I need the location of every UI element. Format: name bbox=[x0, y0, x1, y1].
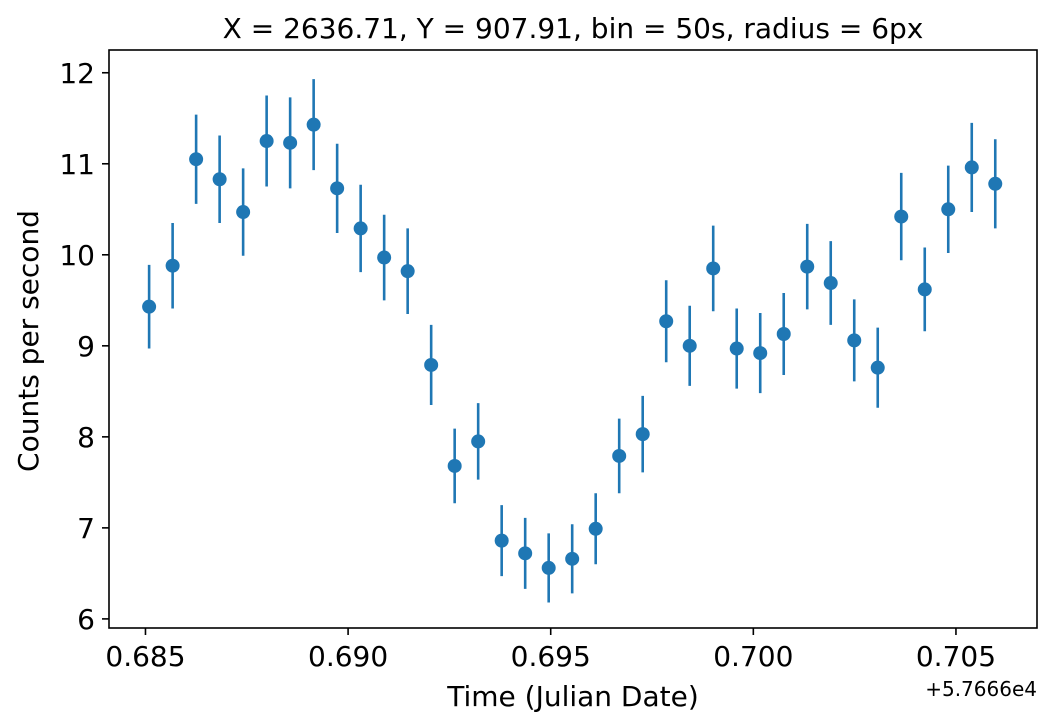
x-tick-label: 0.695 bbox=[511, 640, 591, 673]
x-tick-label: 0.700 bbox=[713, 640, 793, 673]
y-tick-label: 9 bbox=[77, 330, 95, 363]
data-point bbox=[283, 135, 298, 150]
data-point bbox=[142, 299, 157, 314]
y-tick-label: 8 bbox=[77, 421, 95, 454]
data-point bbox=[424, 357, 439, 372]
x-tick-label: 0.690 bbox=[308, 640, 388, 673]
data-point bbox=[353, 221, 368, 236]
y-tick-label: 10 bbox=[59, 239, 95, 272]
data-point bbox=[776, 326, 791, 341]
data-point bbox=[917, 282, 932, 297]
y-tick-label: 6 bbox=[77, 603, 95, 636]
data-point bbox=[706, 261, 721, 276]
data-point bbox=[236, 205, 251, 220]
error-bars bbox=[147, 79, 997, 603]
data-point bbox=[471, 434, 486, 449]
y-axis: 6 7 8 9 10 11 12 bbox=[59, 57, 109, 636]
data-point bbox=[612, 448, 627, 463]
x-tick-label: 0.705 bbox=[916, 640, 996, 673]
x-axis-label: Time (Julian Date) bbox=[446, 680, 699, 713]
data-point bbox=[659, 314, 674, 329]
chart-title: X = 2636.71, Y = 907.91, bin = 50s, radi… bbox=[223, 12, 924, 45]
y-tick-label: 7 bbox=[77, 512, 95, 545]
x-offset-label: +5.7666e4 bbox=[925, 677, 1037, 701]
data-point bbox=[894, 209, 909, 224]
data-point bbox=[870, 360, 885, 375]
data-points bbox=[142, 117, 1003, 575]
data-point bbox=[565, 551, 580, 566]
data-point bbox=[400, 264, 415, 279]
y-tick-label: 11 bbox=[59, 148, 95, 181]
data-point bbox=[800, 259, 815, 274]
data-point bbox=[494, 533, 509, 548]
data-point bbox=[306, 117, 321, 132]
data-point bbox=[588, 521, 603, 536]
data-point bbox=[541, 560, 556, 575]
data-point bbox=[212, 172, 227, 187]
data-point bbox=[753, 346, 768, 361]
data-point bbox=[377, 250, 392, 265]
plot-frame bbox=[108, 49, 1038, 629]
data-point bbox=[518, 546, 533, 561]
data-point bbox=[964, 160, 979, 175]
data-point bbox=[941, 202, 956, 217]
y-tick-label: 12 bbox=[59, 57, 95, 90]
data-point bbox=[682, 338, 697, 353]
data-point bbox=[259, 134, 274, 149]
plot-area bbox=[108, 49, 1038, 629]
data-point bbox=[635, 427, 650, 442]
data-point bbox=[330, 181, 345, 196]
x-axis: 0.685 0.690 0.695 0.700 0.705 bbox=[105, 628, 996, 673]
data-point bbox=[847, 333, 862, 348]
data-point bbox=[729, 341, 744, 356]
data-point bbox=[447, 458, 462, 473]
data-point bbox=[165, 258, 180, 273]
data-point bbox=[988, 176, 1003, 191]
y-axis-label: Counts per second bbox=[12, 210, 45, 472]
data-point bbox=[823, 276, 838, 291]
x-tick-label: 0.685 bbox=[105, 640, 185, 673]
data-point bbox=[189, 152, 204, 167]
